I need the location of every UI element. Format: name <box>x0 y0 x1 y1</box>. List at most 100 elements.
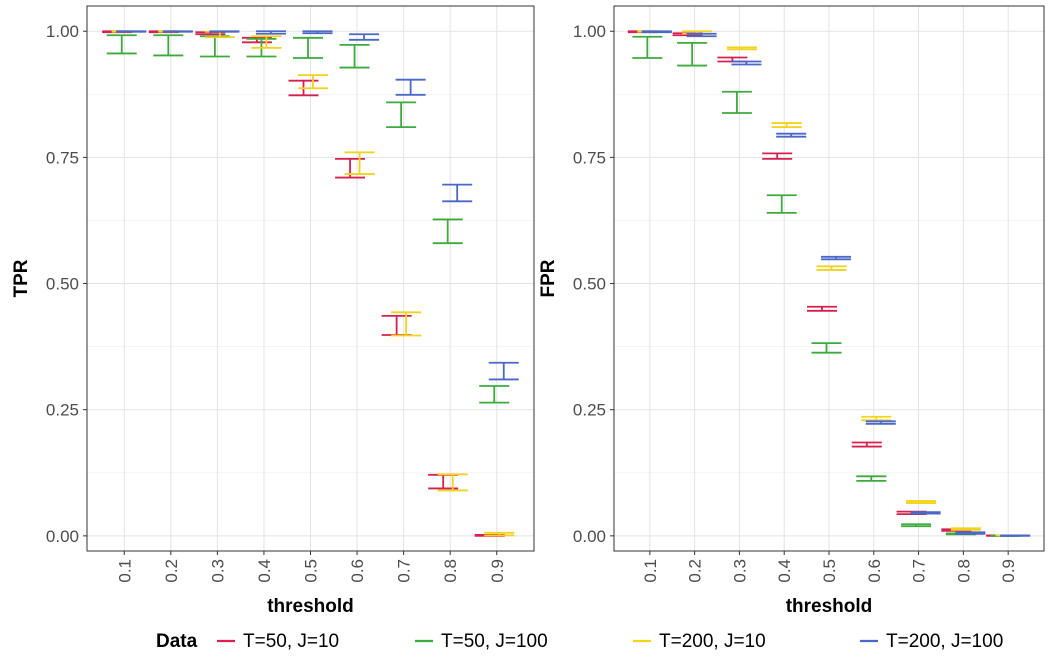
x-tick-label: 0.5 <box>820 559 839 583</box>
error-bar <box>906 500 937 504</box>
y-tick-label: 0.75 <box>46 148 79 167</box>
x-tick-label: 0.4 <box>775 559 794 583</box>
y-tick-label: 1.00 <box>573 22 606 41</box>
legend-entries: T=50, J=10 T=50, J=100 T=200, J=10 T=200, J… <box>217 631 1003 652</box>
error-bar <box>116 30 147 33</box>
error-bar <box>386 101 417 129</box>
error-bar <box>811 342 842 354</box>
error-bar <box>807 305 837 312</box>
y-tick-label: 0.00 <box>46 527 79 546</box>
error-bar <box>209 30 240 33</box>
legend-entry: T=50, J=100 <box>415 631 548 652</box>
y-axis-title: FPR <box>538 259 559 297</box>
error-bar <box>766 194 797 214</box>
x-axis-title: threshold <box>267 596 354 617</box>
legend: Data T=50, J=10 T=50, J=100 T=200, J=10 T=2… <box>156 631 1003 652</box>
x-tick-label: 0.8 <box>441 559 460 583</box>
error-bar <box>106 34 137 55</box>
error-bar <box>641 30 672 34</box>
x-tick-label: 0.2 <box>162 559 181 583</box>
error-bar <box>686 32 717 38</box>
error-bar <box>776 132 807 138</box>
x-tick-label: 0.1 <box>641 559 660 583</box>
error-bar <box>428 473 459 490</box>
legend-entry: T=200, J=100 <box>860 631 1003 652</box>
error-bar <box>865 420 896 425</box>
x-tick-label: 0.5 <box>302 559 321 583</box>
y-axis-title: TPR <box>11 259 32 297</box>
error-bar <box>479 385 510 404</box>
error-bar <box>762 152 793 160</box>
error-bar <box>488 361 519 381</box>
error-bar <box>851 441 882 448</box>
error-bar <box>910 511 941 515</box>
error-bar <box>255 30 286 35</box>
y-tick-label: 1.00 <box>46 22 79 41</box>
error-bar <box>293 36 323 59</box>
x-tick-label: 0.9 <box>999 559 1018 583</box>
error-bar <box>677 41 708 67</box>
error-bar <box>861 415 892 422</box>
error-bar <box>821 255 851 261</box>
legend-label: T=200, J=10 <box>659 631 766 652</box>
x-tick-label: 0.6 <box>348 559 367 583</box>
error-bar <box>632 35 663 59</box>
legend-title: Data <box>156 631 198 652</box>
y-tick-label: 0.25 <box>46 401 79 420</box>
error-bar <box>302 30 333 35</box>
error-bar <box>955 531 986 535</box>
y-tick-label: 0.25 <box>573 401 606 420</box>
error-bar <box>344 151 375 175</box>
x-tick-label: 0.3 <box>730 559 749 583</box>
x-tick-label: 0.8 <box>954 559 973 583</box>
legend-label: T=50, J=100 <box>441 631 548 652</box>
y-tick-label: 0.00 <box>573 527 606 546</box>
legend-entry: T=200, J=10 <box>633 631 766 652</box>
legend-entry: T=50, J=10 <box>217 631 339 652</box>
error-bar <box>251 35 282 49</box>
y-tick-label: 0.50 <box>46 275 79 294</box>
x-tick-label: 0.2 <box>686 559 705 583</box>
error-bar <box>432 218 463 245</box>
error-bar <box>1000 534 1031 537</box>
error-bar <box>162 30 193 33</box>
y-tick-label: 0.75 <box>573 148 606 167</box>
x-tick-label: 0.4 <box>255 559 274 583</box>
panel-fpr: 0.00 0.25 0.50 0.75 1.00 0.1 0.2 0.3 0.4 0.5 0.6 0.… <box>538 5 1045 617</box>
x-tick-label: 0.1 <box>115 559 134 583</box>
series-4 <box>116 30 519 381</box>
x-axis-title: threshold <box>786 596 873 617</box>
error-bar <box>950 527 981 531</box>
error-bar <box>771 122 802 129</box>
legend-label: T=50, J=10 <box>243 631 339 652</box>
series-4 <box>641 30 1031 537</box>
error-bar <box>856 475 887 482</box>
series-2 <box>632 35 1021 537</box>
error-bar <box>199 35 230 58</box>
x-tick-label: 0.9 <box>488 559 507 583</box>
error-bar <box>721 90 752 114</box>
error-bar <box>395 78 426 96</box>
error-bar <box>816 265 847 271</box>
x-tick-label: 0.6 <box>865 559 884 583</box>
error-bar <box>339 43 370 69</box>
x-tick-label: 0.3 <box>208 559 227 583</box>
error-bar <box>437 473 468 492</box>
series-2 <box>106 34 510 404</box>
error-bar <box>442 183 473 203</box>
error-bar <box>731 60 762 66</box>
error-bar <box>901 523 932 528</box>
error-bar <box>391 311 422 337</box>
error-bar <box>484 531 515 537</box>
error-bar <box>381 314 412 336</box>
chart-panels: 0.00 0.25 0.50 0.75 1.00 0.1 0.2 0.3 0.4 0.5 0.6 0.… <box>11 5 1045 617</box>
legend-label: T=200, J=100 <box>886 631 1003 652</box>
error-bar <box>298 74 328 90</box>
y-tick-label: 0.50 <box>573 275 606 294</box>
error-bar <box>726 46 757 51</box>
x-tick-label: 0.7 <box>395 559 414 583</box>
error-bar <box>153 34 184 57</box>
error-bar <box>349 33 380 41</box>
panel-tpr: 0.00 0.25 0.50 0.75 1.00 0.1 0.2 0.3 0.4 0.5 0.6 0.… <box>11 5 535 617</box>
